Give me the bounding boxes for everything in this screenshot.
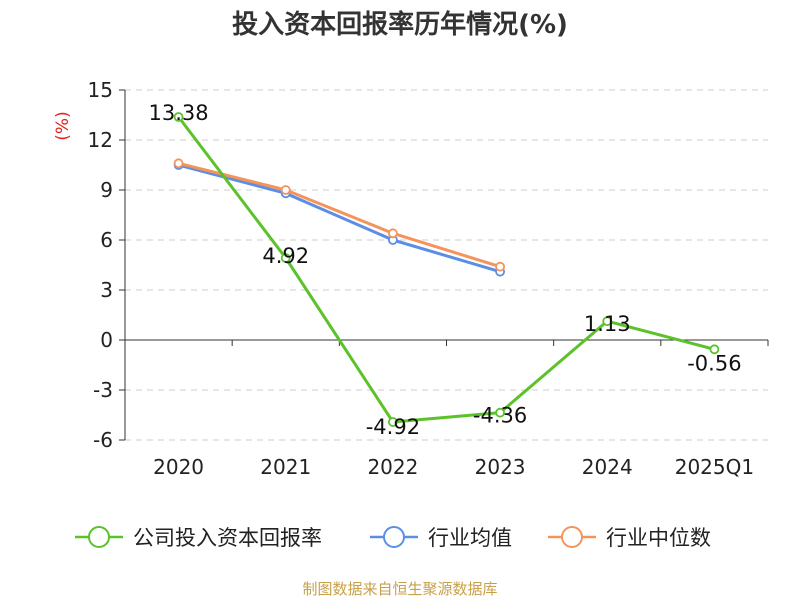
data-point xyxy=(602,316,613,327)
data-point xyxy=(709,344,720,355)
legend-swatch-marker xyxy=(88,526,110,548)
data-point xyxy=(173,158,184,169)
series-line xyxy=(177,116,715,424)
data-label: -4.92 xyxy=(366,415,420,439)
y-tick-label: -6 xyxy=(93,428,113,452)
legend-label: 行业均值 xyxy=(428,526,512,550)
x-tick-label: 2023 xyxy=(475,455,526,479)
series-line xyxy=(178,161,501,269)
x-tick-label: 2025Q1 xyxy=(675,455,754,479)
legend: 公司投入资本回报率 行业均值 行业中位数 xyxy=(75,526,711,550)
chart-title: 投入资本回报率历年情况(%) xyxy=(232,10,568,40)
y-tick-label: 3 xyxy=(100,278,113,302)
legend-label: 公司投入资本回报率 xyxy=(133,526,322,550)
data-point xyxy=(495,261,505,272)
y-axis-label: (%) xyxy=(53,111,73,140)
legend-swatch-marker xyxy=(561,526,583,548)
data-point xyxy=(388,228,398,239)
gridlines xyxy=(125,89,768,441)
legend-label: 行业中位数 xyxy=(606,526,711,550)
data-label: -0.56 xyxy=(687,351,741,375)
data-point xyxy=(280,253,291,263)
y-tick-label: 15 xyxy=(88,78,113,102)
data-point xyxy=(495,407,505,418)
x-tick-label: 2021 xyxy=(260,455,311,479)
data-point xyxy=(280,185,291,195)
series-lines xyxy=(173,112,720,427)
series-line xyxy=(178,163,501,274)
x-tick-label: 2024 xyxy=(582,455,633,479)
axes: 15 12 9 6 3 0 -3 -6 (%) 2020 2021 2022 2023 2024 2025Q… xyxy=(53,78,769,479)
x-tick-label: 2020 xyxy=(153,455,204,479)
data-point xyxy=(173,112,184,122)
y-tick-label: 9 xyxy=(100,178,113,202)
y-tick-label: 0 xyxy=(100,328,113,352)
data-label: -4.36 xyxy=(473,404,527,428)
data-label: 13.38 xyxy=(149,101,209,125)
data-point xyxy=(388,417,398,427)
data-labels: 13.38 4.92 -4.92 -4.36 1.13 -0.56 xyxy=(149,101,742,439)
x-tick-label: 2022 xyxy=(367,455,418,479)
legend-swatch-marker xyxy=(383,526,405,548)
data-label: 1.13 xyxy=(584,312,631,336)
y-tick-label: -3 xyxy=(93,378,113,402)
y-tick-label: 6 xyxy=(100,228,113,252)
data-label: 4.92 xyxy=(262,244,309,268)
source-note: 制图数据来自恒生聚源数据库 xyxy=(302,580,498,598)
y-tick-label: 12 xyxy=(88,128,113,152)
